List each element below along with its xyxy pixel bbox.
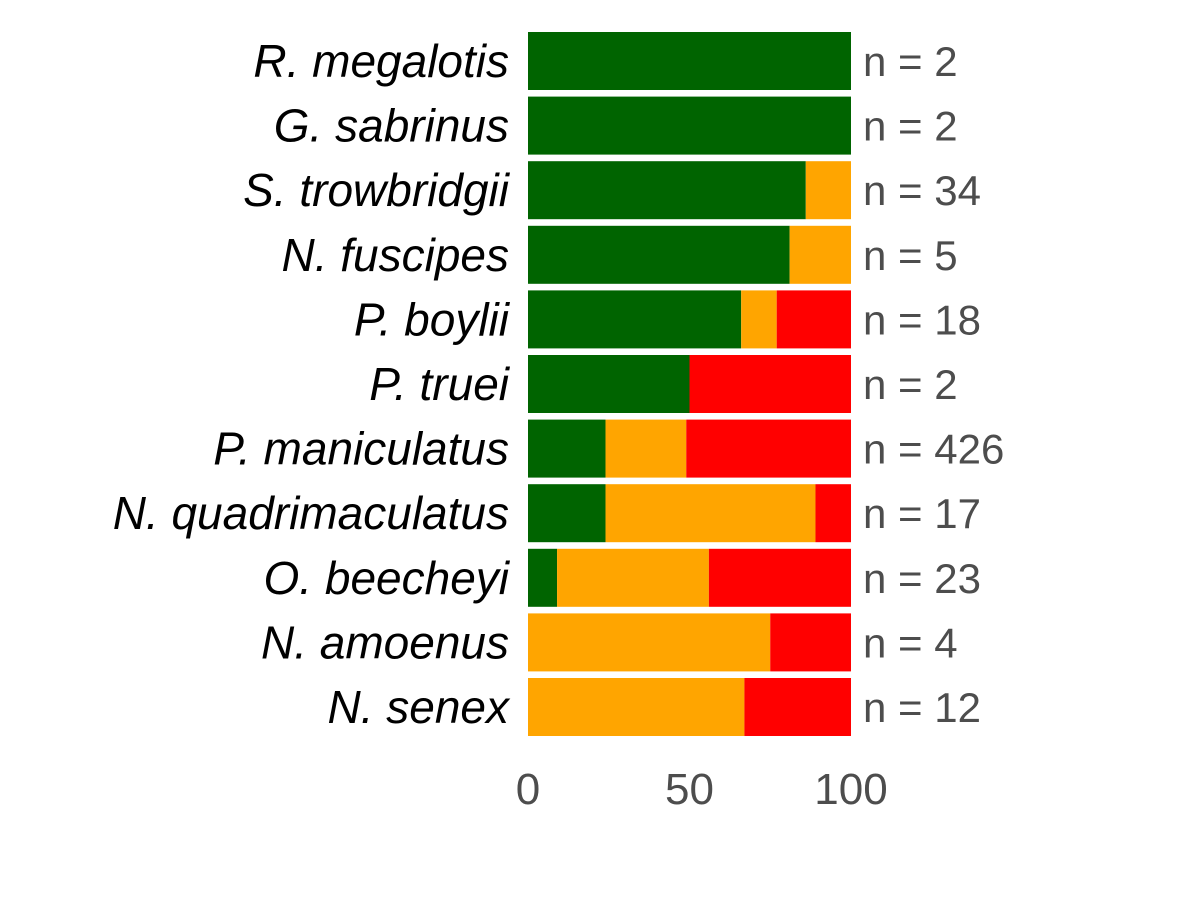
category-label-n-quadrimaculatus: N. quadrimaculatus [113, 487, 509, 539]
bar-segment-n-amoenus-series-3 [770, 613, 851, 672]
bar-segment-r-megalotis-series-1 [528, 32, 851, 90]
bar-segment-n-quadrimaculatus-series-3 [815, 484, 851, 543]
bar-segment-n-quadrimaculatus-series-1 [528, 484, 606, 543]
x-tick-label-0: 0 [516, 765, 540, 814]
bar-segment-n-fuscipes-series-2 [789, 225, 851, 284]
count-label-r-megalotis: n = 2 [863, 38, 958, 85]
category-labels: R. megalotis G. sabrinus S. trowbridgii N. … [113, 35, 511, 733]
count-label-o-beecheyi: n = 23 [863, 555, 981, 602]
bar-segment-p-truei-series-3 [689, 355, 851, 413]
category-label-p-truei: P. truei [369, 358, 511, 410]
bar-segment-n-quadrimaculatus-series-2 [605, 484, 816, 543]
category-label-p-maniculatus: P. maniculatus [213, 423, 509, 475]
count-label-g-sabrinus: n = 2 [863, 103, 958, 150]
bars-layer [528, 32, 851, 736]
bar-segment-o-beecheyi-series-1 [528, 548, 558, 607]
bar-segment-p-boylii-series-2 [741, 290, 777, 349]
x-tick-label-50: 50 [665, 765, 714, 814]
bar-segment-n-senex-series-3 [744, 678, 851, 736]
x-axis-ticks: 0 50 100 [516, 765, 888, 814]
category-label-n-senex: N. senex [327, 681, 511, 733]
bar-segment-n-senex-series-2 [528, 678, 745, 736]
bar-segment-p-truei-series-1 [528, 355, 690, 413]
bar-segment-p-maniculatus-series-2 [605, 419, 687, 478]
x-tick-label-100: 100 [814, 765, 887, 814]
bar-segment-p-maniculatus-series-3 [686, 419, 851, 478]
bar-segment-g-sabrinus-series-1 [528, 96, 851, 155]
count-label-n-quadrimaculatus: n = 17 [863, 490, 981, 537]
bar-segment-o-beecheyi-series-3 [708, 548, 851, 607]
bar-segment-o-beecheyi-series-2 [557, 548, 709, 607]
count-annotations: n = 2 n = 2 n = 34 n = 5 n = 18 n = 2 n = 426 n… [863, 38, 1004, 731]
category-label-p-boylii: P. boylii [354, 293, 511, 345]
category-label-o-beecheyi: O. beecheyi [264, 552, 511, 604]
count-label-n-senex: n = 12 [863, 684, 981, 731]
bar-segment-s-trowbridgii-series-1 [528, 161, 806, 220]
bar-segment-p-boylii-series-3 [776, 290, 851, 349]
category-label-s-trowbridgii: S. trowbridgii [243, 164, 511, 216]
bar-segment-p-maniculatus-series-1 [528, 419, 606, 478]
count-label-s-trowbridgii: n = 34 [863, 167, 981, 214]
category-label-g-sabrinus: G. sabrinus [274, 100, 509, 152]
count-label-p-boylii: n = 18 [863, 296, 981, 343]
category-label-n-fuscipes: N. fuscipes [281, 229, 509, 281]
bar-segment-n-amoenus-series-2 [528, 613, 771, 672]
bar-segment-n-fuscipes-series-1 [528, 225, 790, 284]
count-label-p-maniculatus: n = 426 [863, 426, 1004, 473]
bar-segment-s-trowbridgii-series-2 [805, 161, 851, 220]
count-label-n-amoenus: n = 4 [863, 619, 958, 666]
category-label-n-amoenus: N. amoenus [261, 616, 509, 668]
count-label-n-fuscipes: n = 5 [863, 232, 958, 279]
category-label-r-megalotis: R. megalotis [253, 35, 509, 87]
count-label-p-truei: n = 2 [863, 361, 958, 408]
bar-segment-p-boylii-series-1 [528, 290, 742, 349]
